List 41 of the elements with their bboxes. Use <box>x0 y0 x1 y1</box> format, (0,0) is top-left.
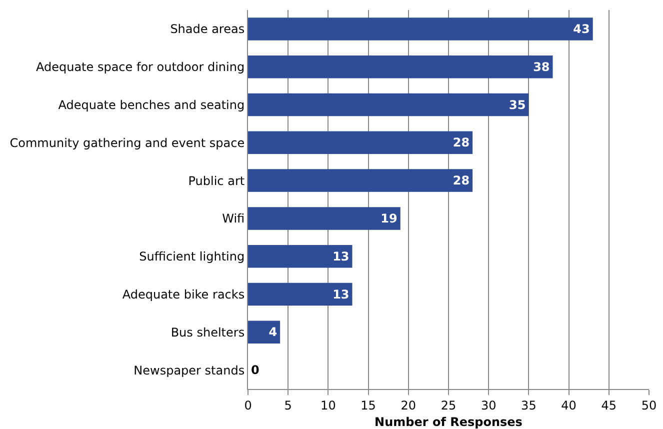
y-tick-label: Sufficient lighting <box>139 250 245 264</box>
y-tick-label: Shade areas <box>170 22 245 36</box>
x-tick-label: 0 <box>244 398 252 412</box>
x-tick-label: 35 <box>521 398 536 412</box>
data-label: 13 <box>332 249 350 264</box>
x-tick-label: 15 <box>360 398 376 412</box>
y-tick-label: Adequate bike racks <box>122 287 245 302</box>
bar <box>248 169 473 192</box>
data-label: 19 <box>380 211 398 226</box>
bar <box>248 244 352 268</box>
x-axis-title: Number of Responses <box>374 415 522 429</box>
bar <box>248 320 280 344</box>
x-tick-label: 50 <box>641 398 657 412</box>
y-tick-label: Community gathering and event space <box>10 136 245 150</box>
bar <box>248 131 473 154</box>
data-label: 4 <box>268 325 278 340</box>
bar <box>248 55 553 78</box>
data-label: 43 <box>573 22 590 36</box>
x-tick-label: 5 <box>284 398 292 412</box>
data-label: 0 <box>251 363 260 378</box>
x-tick-label: 25 <box>440 398 456 412</box>
bar <box>248 93 529 116</box>
y-tick-label: Bus shelters <box>170 325 245 340</box>
bar <box>248 207 400 230</box>
x-tick-label: 30 <box>480 398 496 412</box>
data-label: 38 <box>533 60 550 74</box>
data-label: 28 <box>452 136 470 150</box>
y-tick-label: Public art <box>188 174 245 188</box>
bar <box>248 18 593 40</box>
x-tick-label: 10 <box>320 398 336 412</box>
x-tick-label: 20 <box>400 398 416 412</box>
y-tick-label: Newspaper stands <box>134 363 245 378</box>
y-tick-label: Adequate benches and seating <box>58 98 245 112</box>
y-tick-label: Adequate space for outdoor dining <box>36 60 245 74</box>
data-label: 28 <box>452 174 470 188</box>
x-tick-label: 40 <box>561 398 576 412</box>
y-tick-label: Wifi <box>222 212 245 226</box>
data-label: 13 <box>332 287 350 302</box>
bar <box>248 282 352 306</box>
data-label: 35 <box>508 98 526 112</box>
x-tick-label: 45 <box>601 398 617 412</box>
